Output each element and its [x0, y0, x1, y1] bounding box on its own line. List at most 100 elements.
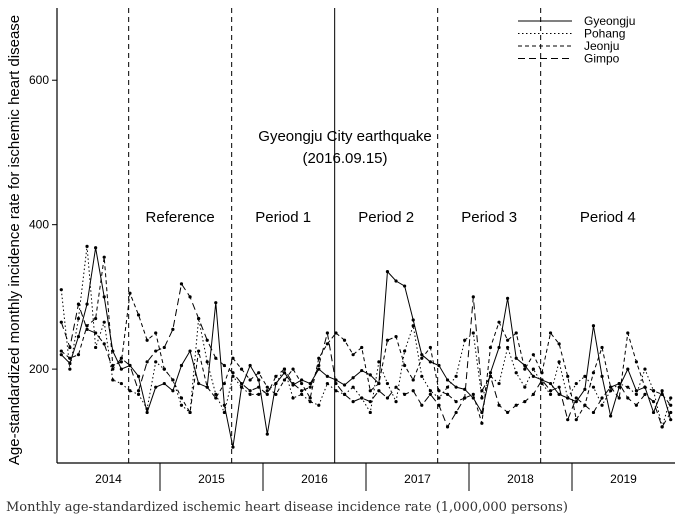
- period-label: Period 4: [580, 209, 636, 226]
- data-point-pohang: [497, 381, 501, 386]
- legend-label: Gyeongju: [584, 14, 635, 28]
- data-point-gyeongju: [557, 392, 561, 396]
- data-point-gyeongju: [617, 385, 621, 389]
- series-line-gimpo: [60, 282, 672, 429]
- data-point-gyeongju: [317, 367, 321, 371]
- data-point-gyeongju: [342, 383, 347, 387]
- data-point-jeonju: [102, 255, 106, 259]
- data-point-gyeongju: [171, 389, 175, 393]
- data-point-gimpo: [463, 396, 467, 400]
- data-point-gimpo: [540, 378, 544, 382]
- data-point-pohang: [626, 385, 630, 389]
- data-point-jeonju: [145, 338, 149, 342]
- data-point-gimpo: [454, 410, 458, 415]
- data-point-jeonju: [420, 356, 424, 360]
- data-point-jeonju: [437, 389, 441, 393]
- data-point-gyeongju: [574, 400, 578, 404]
- data-point-gimpo: [265, 392, 269, 396]
- series-line-jeonju: [60, 257, 672, 424]
- y-tick-label: 400: [29, 218, 49, 232]
- y-tick-label: 600: [29, 73, 49, 87]
- data-point-gimpo: [557, 385, 561, 389]
- data-point-gimpo: [248, 389, 252, 393]
- data-point-gimpo: [317, 363, 321, 368]
- data-point-gimpo: [488, 374, 493, 378]
- data-point-gimpo: [591, 410, 596, 415]
- data-point-pohang: [179, 403, 184, 407]
- data-point-gimpo: [385, 396, 390, 400]
- data-point-jeonju: [626, 331, 630, 335]
- data-point-jeonju: [94, 316, 98, 321]
- data-point-pohang: [145, 407, 149, 411]
- series-line-gyeongju: [60, 247, 672, 448]
- data-point-jeonju: [136, 313, 141, 317]
- data-point-gyeongju: [454, 385, 458, 389]
- data-point-jeonju: [205, 385, 209, 389]
- data-point-pohang: [394, 400, 398, 404]
- data-point-gimpo: [94, 331, 98, 335]
- x-year-label: 2018: [507, 472, 534, 486]
- legend-label: Pohang: [584, 27, 625, 41]
- data-point-gimpo: [548, 389, 553, 393]
- data-point-jeonju: [179, 396, 184, 400]
- data-point-gyeongju: [420, 353, 424, 357]
- data-point-gimpo: [205, 338, 209, 342]
- data-point-gyeongju: [154, 385, 158, 389]
- data-point-pohang: [557, 360, 561, 364]
- data-point-pohang: [102, 320, 106, 324]
- data-point-gimpo: [609, 385, 613, 389]
- data-point-jeonju: [257, 371, 261, 375]
- data-point-gyeongju: [394, 279, 398, 283]
- data-point-gimpo: [643, 392, 647, 396]
- data-point-jeonju: [248, 378, 252, 382]
- data-point-jeonju: [445, 392, 450, 396]
- data-point-jeonju: [669, 403, 673, 407]
- period-label: Period 3: [461, 209, 517, 226]
- data-point-jeonju: [480, 421, 484, 425]
- data-point-gyeongju: [119, 367, 123, 371]
- data-point-jeonju: [300, 381, 304, 386]
- data-point-jeonju: [394, 335, 398, 339]
- data-point-gimpo: [480, 389, 484, 393]
- data-point-jeonju: [514, 331, 518, 335]
- data-point-jeonju: [548, 331, 553, 335]
- data-point-pohang: [265, 389, 269, 393]
- data-point-jeonju: [76, 353, 81, 357]
- data-point-jeonju: [222, 381, 226, 386]
- data-point-gyeongju: [480, 410, 484, 415]
- data-point-gimpo: [239, 381, 244, 386]
- data-point-gimpo: [531, 392, 535, 396]
- earthquake-annotation-line1: Gyeongju City earthquake: [258, 128, 431, 145]
- data-point-gyeongju: [214, 301, 218, 305]
- data-point-pohang: [531, 367, 535, 371]
- y-axis-label: Age-standardized monthly incidence rate …: [6, 15, 23, 465]
- data-point-jeonju: [68, 356, 72, 360]
- data-point-jeonju: [488, 345, 493, 350]
- data-point-gyeongju: [188, 349, 192, 353]
- data-point-gimpo: [102, 342, 106, 346]
- data-point-pohang: [437, 396, 441, 400]
- data-point-pohang: [222, 410, 226, 415]
- data-point-jeonju: [162, 367, 166, 371]
- data-point-gyeongju: [197, 381, 201, 386]
- data-point-jeonju: [428, 345, 432, 350]
- data-point-gimpo: [179, 282, 184, 286]
- data-point-gyeongju: [248, 363, 252, 368]
- data-point-jeonju: [154, 331, 158, 335]
- data-point-gyeongju: [231, 445, 235, 449]
- data-point-jeonju: [523, 367, 527, 371]
- data-point-gimpo: [420, 403, 424, 407]
- data-point-gyeongju: [660, 389, 664, 393]
- data-point-jeonju: [360, 345, 364, 350]
- data-point-gyeongju: [497, 345, 501, 350]
- data-point-jeonju: [188, 410, 192, 415]
- data-point-gyeongju: [506, 296, 510, 300]
- data-point-jeonju: [325, 342, 329, 346]
- data-point-gimpo: [145, 360, 149, 364]
- data-point-pohang: [334, 389, 338, 393]
- data-point-gimpo: [626, 396, 630, 400]
- data-point-jeonju: [119, 360, 123, 364]
- data-point-pohang: [257, 392, 261, 396]
- data-point-jeonju: [540, 371, 544, 375]
